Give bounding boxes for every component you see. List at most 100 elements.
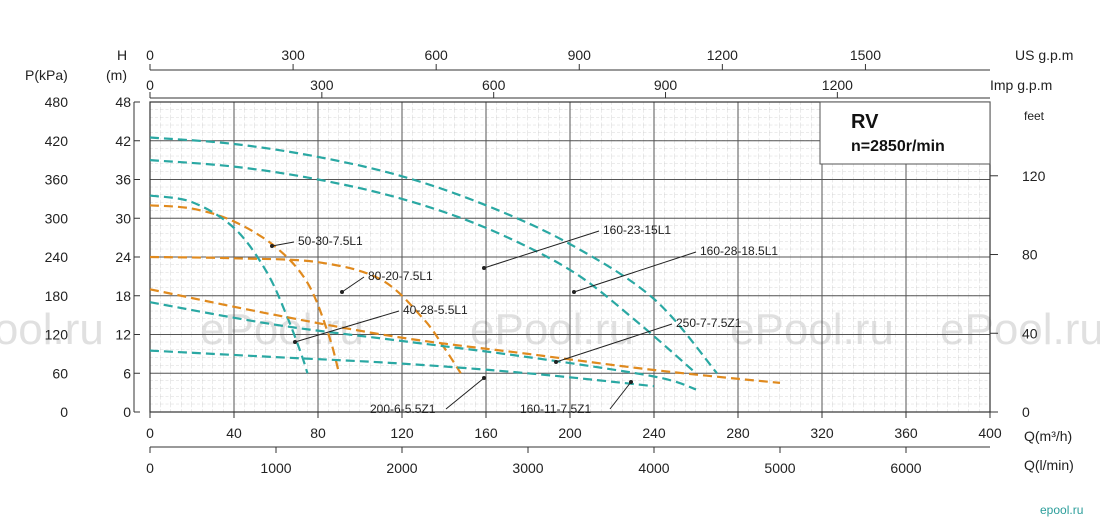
curve-label-200-6-5.5Z1: 200-6-5.5Z1 — [370, 402, 436, 416]
curve-250-7-7.5Z1 — [149, 288, 781, 384]
tick-label-us-gpm: 900 — [568, 47, 592, 63]
tick-label-q-lmin: 0 — [146, 460, 154, 476]
leader-line-80-20-7.5L1 — [341, 276, 365, 293]
tick-label-q-m3h: 40 — [226, 425, 242, 441]
tick-label-head-m: 12 — [115, 327, 131, 343]
curve-label-160-28-18.5L1: 160-28-18.5L1 — [700, 244, 778, 258]
leader-line-250-7-7.5Z1 — [555, 323, 673, 363]
leader-dot-160-11-7.5Z1 — [629, 380, 633, 384]
curve-50-30-7.5L1 — [149, 204, 341, 374]
tick-label-q-m3h: 200 — [558, 425, 582, 441]
tick-label-head-m: 0 — [123, 404, 131, 420]
tick-label-feet: 0 — [1022, 404, 1030, 420]
leader-dot-50-30-7.5L1 — [270, 244, 274, 248]
tick-label-head-m: 24 — [115, 249, 131, 265]
leader-line-160-28-18.5L1 — [573, 251, 697, 293]
curve-label-40-28-5.5L1: 40-28-5.5L1 — [403, 303, 468, 317]
tick-label-q-m3h: 0 — [146, 425, 154, 441]
tick-label-head-m: 18 — [115, 288, 131, 304]
tick-label-kpa: 60 — [52, 365, 68, 381]
tick-label-imp-gpm: 300 — [310, 77, 334, 93]
leader-line-200-6-5.5Z1 — [445, 377, 485, 410]
tick-label-us-gpm: 600 — [424, 47, 448, 63]
axis-title-head-m: (m) — [106, 67, 127, 83]
tick-label-q-m3h: 120 — [390, 425, 414, 441]
tick-label-q-lmin: 6000 — [890, 460, 921, 476]
tick-label-imp-gpm: 1200 — [822, 77, 853, 93]
tick-label-q-lmin: 4000 — [638, 460, 669, 476]
tick-label-q-m3h: 240 — [642, 425, 666, 441]
tick-label-feet: 120 — [1022, 168, 1046, 184]
leader-line-160-23-15L1 — [483, 230, 600, 269]
tick-label-feet: 40 — [1022, 325, 1038, 341]
tick-labels: 0 40 80 120 160 200 240 280 320 360 4000 1000 2000 30… — [45, 47, 1046, 476]
tick-label-head-m: 6 — [123, 365, 131, 381]
curve-80-20-7.5L1 — [149, 255, 462, 374]
axis-title-q-m3h: Q(m³/h) — [1024, 428, 1072, 444]
curve-40-28-5.5L1 — [149, 194, 309, 374]
tick-label-kpa: 480 — [45, 94, 69, 110]
tick-label-imp-gpm: 0 — [146, 77, 154, 93]
tick-label-kpa: 0 — [60, 404, 68, 420]
tick-label-kpa: 240 — [45, 249, 69, 265]
curve-160-11-7.5Z1 — [149, 349, 655, 388]
info-box: RV n=2850r/min — [819, 101, 991, 165]
curve-label-250-7-7.5Z1: 250-7-7.5Z1 — [676, 316, 742, 330]
curve-label-50-30-7.5L1: 50-30-7.5L1 — [298, 234, 363, 248]
axis-title-us-gpm: US g.p.m — [1015, 47, 1073, 63]
tick-label-q-m3h: 320 — [810, 425, 834, 441]
curve-160-28-18.5L1 — [149, 136, 718, 375]
tick-label-head-m: 36 — [115, 172, 131, 188]
curve-label-80-20-7.5L1: 80-20-7.5L1 — [368, 269, 433, 283]
tick-label-us-gpm: 1200 — [707, 47, 738, 63]
tick-label-q-m3h: 280 — [726, 425, 750, 441]
tick-label-q-m3h: 80 — [310, 425, 326, 441]
tick-label-head-m: 48 — [115, 94, 131, 110]
leader-line-160-11-7.5Z1 — [609, 381, 632, 410]
tick-label-q-m3h: 360 — [894, 425, 918, 441]
brand-logo: epool.ru — [1040, 503, 1083, 517]
tick-label-q-m3h: 400 — [978, 425, 1002, 441]
tick-label-q-lmin: 5000 — [764, 460, 795, 476]
curve-200-6-5.5Z1 — [149, 301, 697, 391]
tick-label-q-m3h: 160 — [474, 425, 498, 441]
tick-label-kpa: 360 — [45, 172, 69, 188]
tick-label-us-gpm: 300 — [281, 47, 305, 63]
leader-dot-160-23-15L1 — [482, 266, 486, 270]
tick-label-imp-gpm: 600 — [482, 77, 506, 93]
leader-dot-160-28-18.5L1 — [572, 290, 576, 294]
axis-title-imp-gpm: Imp g.p.m — [990, 77, 1052, 93]
axis-title-feet: feet — [1024, 109, 1045, 123]
axis-title-head-h: H — [117, 47, 127, 63]
watermark-text-0: ePool.ru — [0, 305, 104, 354]
curve-label-160-11-7.5Z1: 160-11-7.5Z1 — [520, 402, 591, 416]
tick-label-us-gpm: 1500 — [850, 47, 881, 63]
tick-label-feet: 80 — [1022, 247, 1038, 263]
tick-label-q-lmin: 2000 — [386, 460, 417, 476]
leader-dot-80-20-7.5L1 — [340, 290, 344, 294]
tick-label-head-m: 42 — [115, 133, 131, 149]
info-box-title: RV — [851, 111, 879, 133]
curve-label-160-23-15L1: 160-23-15L1 — [603, 223, 671, 237]
tick-label-us-gpm: 0 — [146, 47, 154, 63]
leader-line-50-30-7.5L1 — [271, 241, 295, 247]
tick-label-kpa: 300 — [45, 210, 69, 226]
tick-label-kpa: 420 — [45, 133, 69, 149]
tick-label-kpa: 180 — [45, 288, 69, 304]
tick-label-q-lmin: 1000 — [260, 460, 291, 476]
leader-dot-250-7-7.5Z1 — [554, 360, 558, 364]
curve-160-23-15L1 — [149, 159, 697, 375]
tick-label-kpa: 120 — [45, 327, 69, 343]
axis-title-pressure: P(kPa) — [25, 67, 68, 83]
leader-dot-200-6-5.5Z1 — [482, 376, 486, 380]
leader-dot-40-28-5.5L1 — [293, 340, 297, 344]
tick-label-q-lmin: 3000 — [512, 460, 543, 476]
performance-curves — [149, 136, 781, 391]
axis-title-q-lmin: Q(l/min) — [1024, 457, 1074, 473]
tick-label-imp-gpm: 900 — [654, 77, 678, 93]
curve-labels: 50-30-7.5L1 80-20-7.5L1 40-28-5.5L1 160-23-… — [270, 223, 778, 416]
tick-label-head-m: 30 — [115, 210, 131, 226]
info-box-speed: n=2850r/min — [851, 138, 945, 155]
leader-line-40-28-5.5L1 — [294, 310, 400, 343]
